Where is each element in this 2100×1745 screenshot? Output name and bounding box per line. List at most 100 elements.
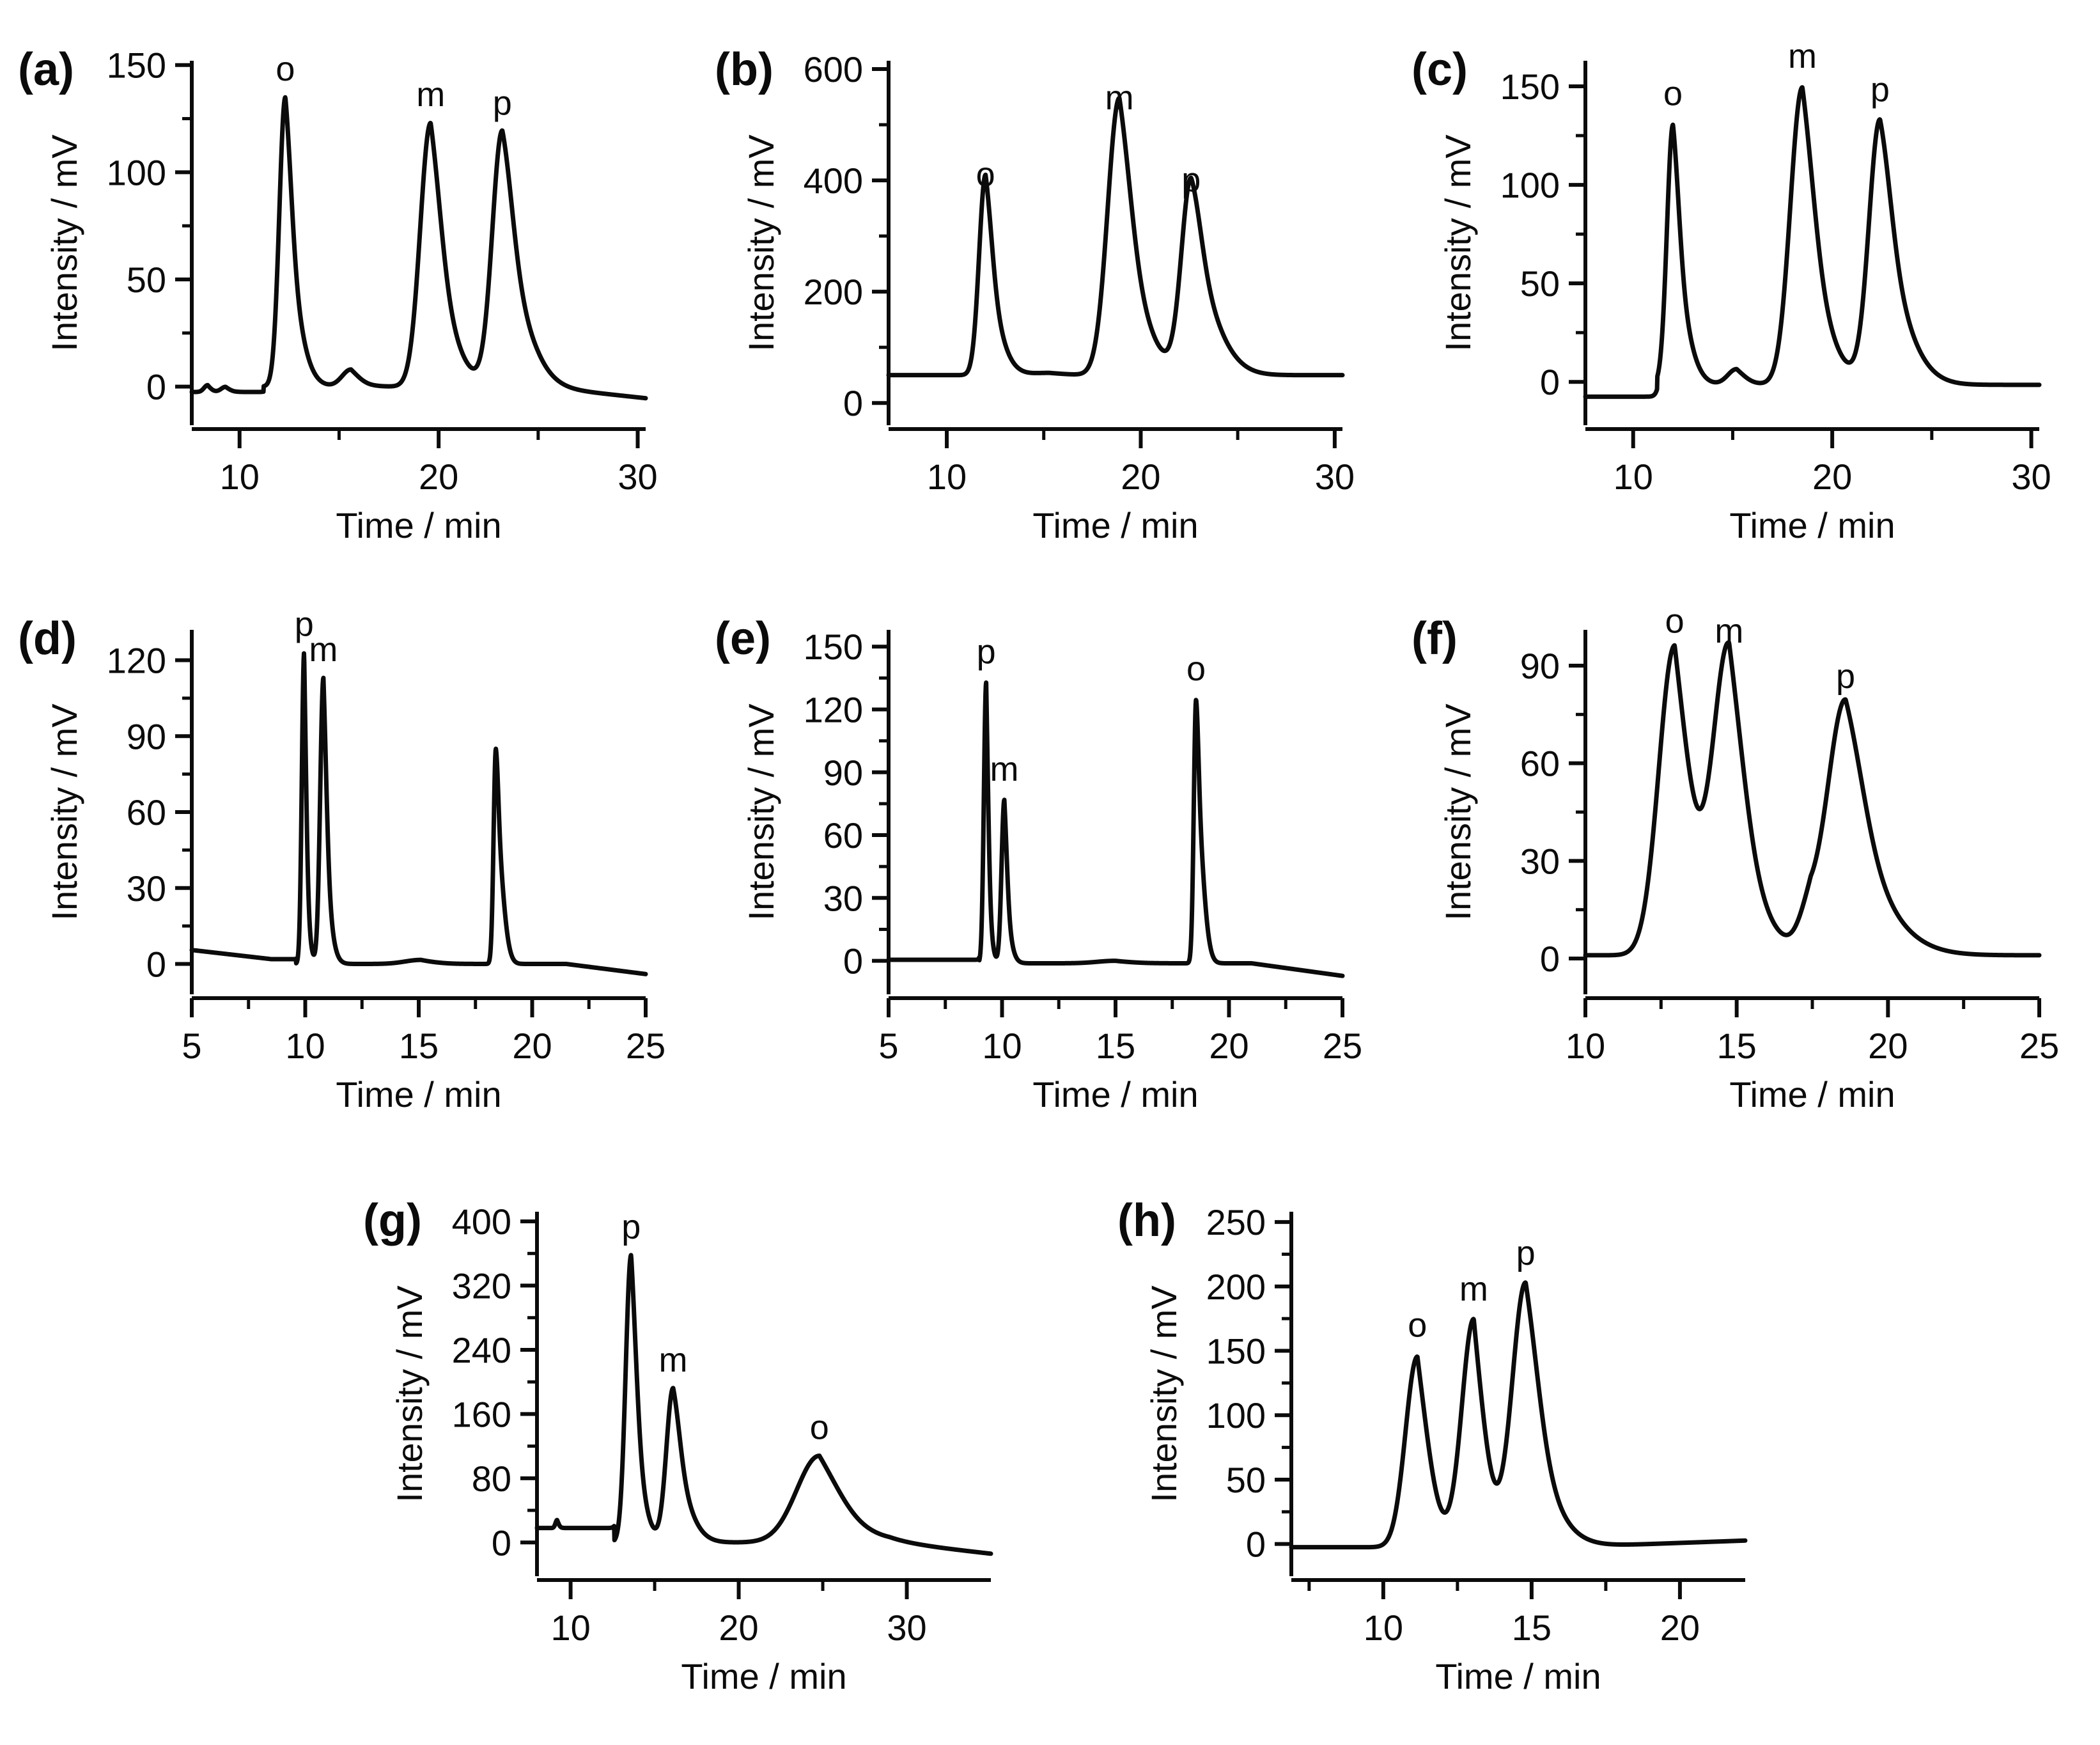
x-tick-label: 25 — [1323, 1026, 1362, 1066]
x-tick-label: 30 — [2011, 457, 2051, 497]
y-tick-label: 90 — [823, 753, 863, 793]
x-tick-label: 15 — [1717, 1026, 1757, 1066]
x-tick-label: 15 — [399, 1026, 439, 1066]
y-tick-label: 150 — [804, 627, 863, 667]
x-tick-label: 10 — [550, 1608, 590, 1648]
peak-label-m: m — [309, 630, 338, 669]
x-tick-label: 30 — [1315, 457, 1355, 497]
chromatogram-trace — [189, 651, 648, 976]
panel-f: (f) 0 30 60 90 10 15 20 25 Time / min Intensity / … — [1394, 569, 2065, 1132]
panel-d: (d) 0 30 60 90 120 5 10 15 20 25 Time / min Intensit… — [0, 569, 671, 1132]
y-axis-title: Intensity / mV — [741, 703, 781, 921]
x-tick-label: 10 — [1614, 457, 1653, 497]
y-axis-title: Intensity / mV — [1438, 134, 1478, 352]
y-tick-label: 400 — [804, 160, 863, 201]
peak-label-p: p — [1871, 70, 1890, 109]
chart-a: (a) 0 50 100 150 10 20 30 Time / min Intensity / … — [18, 44, 658, 545]
peak-label-o: o — [810, 1409, 829, 1447]
y-tick-label: 120 — [804, 689, 863, 730]
x-tick-label: 5 — [182, 1026, 201, 1066]
y-tick-label: 30 — [1520, 841, 1560, 881]
x-tick-label: 20 — [512, 1026, 552, 1066]
chromatogram-trace — [189, 95, 648, 401]
y-axis-title: Intensity / mV — [1438, 703, 1478, 921]
chromatogram-trace — [1289, 1280, 1748, 1550]
y-tick-label: 0 — [1540, 939, 1560, 979]
chart-c: (c) 0 50 100 150 10 20 30 Time / min Intensity / … — [1412, 37, 2051, 545]
y-tick-label: 60 — [823, 815, 863, 856]
peak-label-p: p — [295, 606, 314, 644]
y-tick-label: 0 — [492, 1522, 511, 1563]
x-axis-title: Time / min — [336, 505, 501, 545]
y-tick-label: 320 — [452, 1266, 511, 1306]
peak-label-p: p — [621, 1208, 641, 1246]
peak-label-o: o — [1186, 650, 1206, 688]
x-tick-label: 20 — [1121, 457, 1160, 497]
y-tick-label: 150 — [107, 45, 166, 86]
x-tick-label: 10 — [220, 457, 260, 497]
y-tick-label: 200 — [1206, 1267, 1266, 1307]
x-tick-label: 20 — [419, 457, 458, 497]
y-tick-label: 100 — [1500, 165, 1560, 205]
y-axis-title: Intensity / mV — [1144, 1285, 1184, 1503]
y-tick-label: 0 — [843, 941, 863, 982]
peak-label-o: o — [976, 155, 995, 194]
x-tick-label: 20 — [1660, 1608, 1700, 1648]
peak-label-p: p — [1516, 1234, 1536, 1272]
peak-label-o: o — [1665, 602, 1684, 641]
y-tick-label: 0 — [1540, 362, 1560, 402]
y-axis-title: Intensity / mV — [389, 1285, 430, 1503]
chromatogram-trace — [886, 95, 1345, 378]
peak-label-m: m — [1105, 79, 1134, 117]
chromatogram-trace — [1583, 640, 2042, 958]
y-tick-label: 160 — [452, 1394, 511, 1434]
chart-h: (h) 0 50 100 150 200 250 10 15 20 Time / min Intens… — [1117, 1195, 1748, 1696]
y-tick-label: 150 — [1206, 1331, 1266, 1372]
x-tick-label: 20 — [1209, 1026, 1248, 1066]
panel-g: (g) 0 80 160 240 320 400 10 20 30 Time / min Intens… — [345, 1151, 1016, 1714]
x-tick-label: 5 — [878, 1026, 898, 1066]
y-tick-label: 100 — [1206, 1395, 1266, 1436]
peak-label-m: m — [1459, 1270, 1488, 1308]
y-tick-label: 0 — [146, 944, 166, 985]
panel-label: (h) — [1117, 1195, 1176, 1246]
panel-c: (c) 0 50 100 150 10 20 30 Time / min Intensity / … — [1394, 0, 2065, 563]
x-tick-label: 10 — [285, 1026, 325, 1066]
y-tick-label: 150 — [1500, 67, 1560, 107]
panel-label: (f) — [1412, 613, 1458, 664]
peak-label-p: p — [493, 84, 512, 123]
x-tick-label: 20 — [719, 1608, 758, 1648]
x-axis-title: Time / min — [336, 1074, 501, 1115]
peak-label-o: o — [1408, 1306, 1427, 1345]
x-tick-label: 20 — [1868, 1026, 1908, 1066]
x-axis-title: Time / min — [681, 1656, 846, 1696]
y-tick-label: 100 — [107, 152, 166, 192]
peak-label-p: p — [1836, 657, 1855, 696]
panel-label: (a) — [18, 44, 74, 95]
x-tick-label: 10 — [1566, 1026, 1605, 1066]
peak-label-m: m — [416, 75, 445, 114]
peak-label-m: m — [1715, 612, 1743, 650]
peak-label-m: m — [990, 750, 1019, 788]
y-tick-label: 30 — [127, 868, 166, 909]
panel-e: (e) 0 30 60 90 120 150 5 10 15 20 25 Time / min Inten… — [697, 569, 1368, 1132]
y-tick-label: 200 — [804, 272, 863, 312]
y-axis-title: Intensity / mV — [741, 134, 781, 352]
chart-e: (e) 0 30 60 90 120 150 5 10 15 20 25 Time / min Inten… — [715, 613, 1362, 1115]
y-tick-label: 400 — [452, 1201, 511, 1242]
chart-f: (f) 0 30 60 90 10 15 20 25 Time / min Intensity / … — [1412, 602, 2059, 1115]
chart-b: (b) 0 200 400 600 10 20 30 Time / min Intensity /… — [715, 44, 1355, 545]
y-tick-label: 250 — [1206, 1202, 1266, 1242]
y-tick-label: 0 — [146, 367, 166, 407]
x-axis-title: Time / min — [1729, 505, 1895, 545]
x-tick-label: 15 — [1512, 1608, 1552, 1648]
panel-b: (b) 0 200 400 600 10 20 30 Time / min Intensity /… — [697, 0, 1368, 563]
chart-g: (g) 0 80 160 240 320 400 10 20 30 Time / min Intens… — [363, 1195, 993, 1696]
y-axis-title: Intensity / mV — [44, 134, 84, 352]
x-axis-title: Time / min — [1435, 1656, 1601, 1696]
y-tick-label: 80 — [472, 1459, 511, 1499]
x-axis-title: Time / min — [1032, 505, 1198, 545]
panel-h: (h) 0 50 100 150 200 250 10 15 20 Time / min Intens… — [1100, 1151, 1771, 1714]
panel-label: (e) — [715, 613, 771, 664]
chromatogram-trace — [886, 680, 1345, 978]
